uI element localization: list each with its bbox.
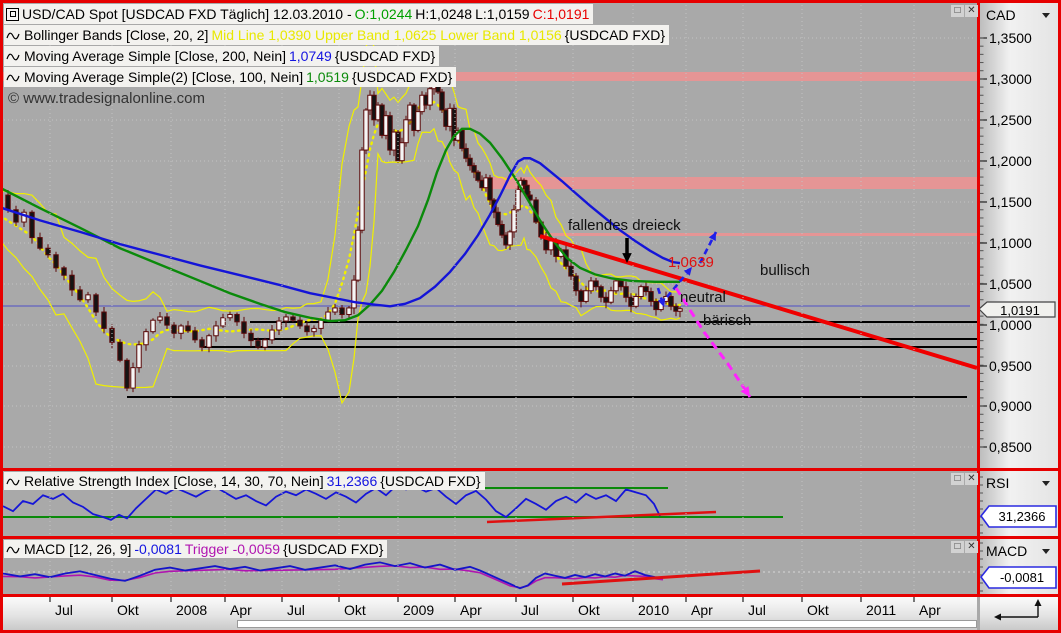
rsi-suffix: {USDCAD FXD} [380,473,481,489]
time-tick-label: Apr [230,602,252,618]
separator-macd-axis [0,594,1061,597]
price-tick-label: 1,1000 [989,235,1032,251]
separator-main-rsi [0,468,1061,471]
macd-dropdown-icon[interactable] [1042,549,1050,554]
rsi-close-button[interactable]: ✕ [965,473,978,485]
annotation-falling-triangle[interactable]: fallendes dreieck [568,217,681,234]
main-close-button[interactable]: ✕ [965,5,978,17]
time-tick-label: 2011 [866,602,897,618]
time-tick-label: Jul [55,602,73,618]
ma200-name: Moving Average Simple [Close, 200, Nein] [24,48,286,64]
ma100-suffix: {USDCAD FXD} [351,69,453,85]
time-tick-label: Jul [287,602,305,618]
macd-name: MACD [12, 26, 9] [24,541,132,557]
price-tick-label: 1,2500 [989,112,1032,128]
ma100-value: 1,0519 [306,69,349,85]
axis-corner-panel [980,597,1058,630]
time-tick-label: Apr [919,602,941,618]
main-restore-button[interactable]: □ [951,5,964,17]
time-tick-label: Apr [460,602,482,618]
rsi-value: 31,2366 [326,473,378,489]
chart-window-icon [6,7,19,21]
separator-rsi-macd [0,536,1061,539]
macd-trigger: Trigger -0,0059 [184,541,281,557]
price-tick-label: 1,2000 [989,153,1032,169]
price-tick-label: 1,3000 [989,71,1032,87]
cad-axis-header[interactable]: CAD [986,7,1016,23]
ma100-name: Moving Average Simple(2) [Close, 100, Ne… [24,69,304,85]
separator-chart-priceaxis [977,0,980,597]
macd-label-row[interactable]: MACD [12, 26, 9] -0,0081 Trigger -0,0059… [4,540,388,558]
watermark: © www.tradesignalonline.com [8,90,205,107]
annotation-bullish[interactable]: bullisch [760,262,811,279]
price-tick-label: 1,1500 [989,194,1032,210]
macd-close-button[interactable]: ✕ [965,541,978,553]
title-main: USD/CAD Spot [USDCAD FXD Täglich] 12.03.… [22,6,352,22]
time-tick-label: Jul [521,602,539,618]
macd-value: -0,0081 [134,541,182,557]
rsi-label-row[interactable]: Relative Strength Index [Close, 14, 30, … [4,472,485,490]
price-tick-label: 1,0000 [989,317,1032,333]
time-tick-label: 2009 [403,602,435,618]
time-tick-label: Apr [691,602,713,618]
price-tick-label: 1,3500 [989,30,1032,46]
bollinger-name: Bollinger Bands [Close, 20, 2] [24,27,209,43]
ma100-label-row[interactable]: Moving Average Simple(2) [Close, 100, Ne… [4,67,457,87]
ma200-suffix: {USDCAD FXD} [334,48,436,64]
cad-dropdown-icon[interactable] [1042,13,1050,18]
title-high: H:1,0248 [415,6,473,22]
rsi-dropdown-icon[interactable] [1042,481,1050,486]
macd-restore-button[interactable]: □ [951,541,964,553]
rsi-restore-button[interactable]: □ [951,473,964,485]
price-tick-label: 0,9500 [989,358,1032,374]
wave-icon [6,53,20,60]
title-low: L:1,0159 [475,6,530,22]
macd-value-tag: -0,0081 [999,570,1045,585]
horizontal-scrollbar[interactable] [237,620,977,628]
chart-title-row: USD/CAD Spot [USDCAD FXD Täglich] 12.03.… [4,4,594,24]
rsi-name: Relative Strength Index [Close, 14, 30, … [24,473,324,489]
macd-axis-header[interactable]: MACD [986,543,1028,559]
time-tick-label: Okt [117,602,139,618]
wave-icon [6,32,20,39]
bollinger-label-row[interactable]: Bollinger Bands [Close, 20, 2] Mid Line … [4,25,670,45]
wave-icon [6,546,20,553]
time-tick-label: 2010 [638,602,670,618]
rsi-value-tag: 31,2366 [998,509,1046,524]
wave-icon [6,74,20,81]
price-tick-label: 0,8500 [989,439,1032,455]
annotation-bearish[interactable]: bärisch [703,312,752,329]
time-tick-label: Okt [344,602,366,618]
ma200-value: 1,0749 [289,48,332,64]
bollinger-values: Mid Line 1,0390 Upper Band 1,0625 Lower … [211,27,562,43]
time-tick-label: Jul [748,602,766,618]
title-close: C:1,0191 [532,6,590,22]
annotation-neutral[interactable]: neutral [680,289,726,306]
price-axis-cad[interactable] [980,3,1058,468]
price-tick-label: 1,0500 [989,276,1032,292]
ma200-label-row[interactable]: Moving Average Simple [Close, 200, Nein]… [4,46,440,66]
rsi-axis-header[interactable]: RSI [986,475,1010,491]
cad-current-price-tag: 1,0191 [1000,303,1040,318]
title-open: O:1,0244 [354,6,413,22]
macd-suffix: {USDCAD FXD} [283,541,384,557]
time-tick-label: 2008 [176,602,208,618]
time-tick-label: Okt [807,602,829,618]
price-tick-label: 0,9000 [989,398,1032,414]
time-tick-label: Okt [578,602,600,618]
wave-icon [6,478,20,485]
bollinger-suffix: {USDCAD FXD} [564,27,666,43]
annotation-price-level[interactable]: 1,0639 [668,254,714,271]
